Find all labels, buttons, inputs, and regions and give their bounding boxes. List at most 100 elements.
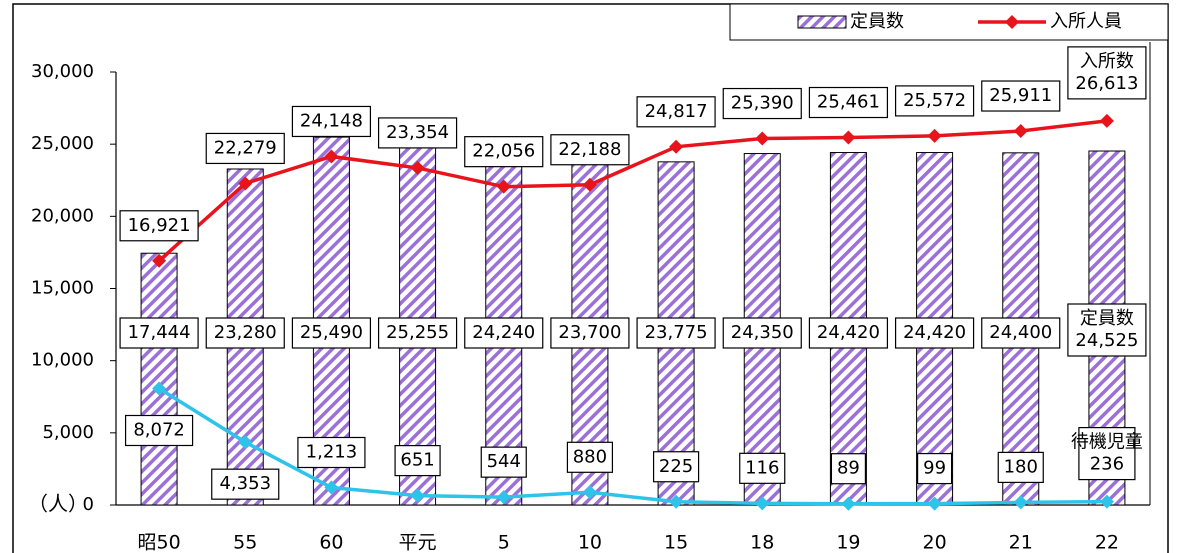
- data-label: 24,148: [291, 105, 372, 138]
- data-label: 1,213: [297, 436, 366, 469]
- marker: [410, 488, 425, 503]
- data-label: 180: [997, 451, 1044, 484]
- legend-swatch: [797, 15, 847, 29]
- data-label-text: 25,572: [903, 90, 966, 111]
- x-tick-label: 昭50: [137, 532, 180, 553]
- y-tick-label: 20,000: [31, 205, 94, 226]
- data-label: 22,279: [205, 132, 285, 165]
- label-box: [377, 117, 458, 149]
- data-label: 23,354: [377, 117, 458, 149]
- data-label-text: 23,775: [645, 322, 708, 343]
- data-label-text: 544: [487, 451, 521, 472]
- data-label-text: 入所数: [1080, 51, 1134, 72]
- data-label: 24,420: [808, 317, 889, 349]
- marker: [1099, 113, 1114, 128]
- data-label-text: 225: [659, 456, 693, 477]
- label-box: [291, 105, 372, 138]
- y-axis-label: （人）: [28, 492, 88, 516]
- marker: [152, 253, 167, 268]
- marker: [238, 176, 253, 191]
- data-label-text: 180: [1004, 456, 1038, 477]
- legend-label: 定員数: [850, 11, 904, 32]
- label-box: [1067, 303, 1147, 357]
- data-label: 23,700: [550, 317, 630, 349]
- label-box: [1067, 46, 1147, 100]
- data-label-text: 89: [837, 458, 860, 479]
- data-label: 25,255: [377, 317, 458, 349]
- data-label: 116: [739, 452, 786, 484]
- label-box: [480, 446, 527, 478]
- data-label: 225: [652, 451, 700, 483]
- data-label-text: 4,353: [219, 473, 271, 494]
- data-label-text: 待機児童: [1071, 432, 1143, 453]
- data-label-text: 25,255: [386, 322, 449, 343]
- data-label: 25,390: [722, 87, 802, 120]
- label-box: [722, 87, 802, 120]
- line: [157, 119, 1108, 263]
- label-box: [997, 451, 1044, 484]
- data-label: 25,461: [808, 86, 889, 119]
- marker: [927, 128, 942, 143]
- data-label: 17,444: [119, 317, 199, 349]
- line: [158, 387, 1107, 506]
- data-label-text: 22,279: [214, 137, 277, 158]
- data-label: 24,240: [464, 317, 544, 349]
- label-box: [394, 445, 441, 477]
- marker: [582, 485, 597, 500]
- data-label: 25,572: [894, 85, 975, 117]
- label-box: [981, 80, 1061, 112]
- legend-label: 入所人員: [1050, 11, 1122, 32]
- data-label-text: 24,420: [817, 322, 880, 343]
- bar: [140, 252, 178, 506]
- label-box: [205, 317, 285, 349]
- data-label-text: 236: [1090, 454, 1124, 475]
- marker: [1013, 495, 1028, 510]
- data-label-text: 25,390: [731, 93, 794, 114]
- data-label-text: 25,461: [817, 92, 880, 113]
- data-label-text: 116: [745, 457, 779, 478]
- label-box: [464, 317, 544, 349]
- y-tick-label: 25,000: [31, 133, 94, 154]
- label-box: [291, 317, 372, 349]
- label-box: [636, 96, 716, 128]
- x-tick-label: 10: [578, 532, 602, 553]
- x-tick-label: 平元: [399, 532, 437, 553]
- data-label-text: 23,700: [558, 322, 621, 343]
- label-box: [894, 317, 975, 349]
- x-tick-label: 21: [1009, 532, 1033, 553]
- data-label: 4,353: [211, 468, 280, 500]
- data-label-text: 23,280: [214, 322, 277, 343]
- x-tick-label: 55: [233, 532, 257, 553]
- data-label-text: 24,817: [645, 101, 708, 122]
- label-box: [739, 452, 786, 484]
- marker: [582, 177, 597, 192]
- label-box: [981, 317, 1061, 349]
- marker: [410, 160, 425, 175]
- marker: [755, 131, 770, 146]
- x-tick-label: 15: [664, 532, 688, 553]
- data-label-text: 25,911: [989, 85, 1052, 106]
- label-box: [1078, 426, 1136, 481]
- data-label: 24,817: [636, 96, 716, 128]
- data-label: 16,921: [119, 210, 199, 242]
- x-tick-label: 5: [498, 532, 510, 553]
- y-tick-label: 0: [83, 494, 94, 515]
- marker: [1099, 494, 1114, 509]
- label-box: [550, 134, 630, 166]
- y-tick-label: 30,000: [31, 61, 94, 82]
- data-label-text: 880: [573, 446, 607, 467]
- data-label: 24,420: [894, 317, 975, 349]
- data-label-text: 651: [400, 450, 434, 471]
- data-label-text: 25,490: [300, 322, 363, 343]
- label-box: [119, 210, 199, 242]
- marker: [1013, 124, 1028, 139]
- marker: [755, 496, 770, 511]
- data-label-text: 1,213: [306, 441, 358, 462]
- legend-marker: [1005, 15, 1019, 29]
- data-label: 8,072: [124, 414, 194, 447]
- data-label: 544: [480, 446, 527, 478]
- x-tick-label: 18: [750, 532, 774, 553]
